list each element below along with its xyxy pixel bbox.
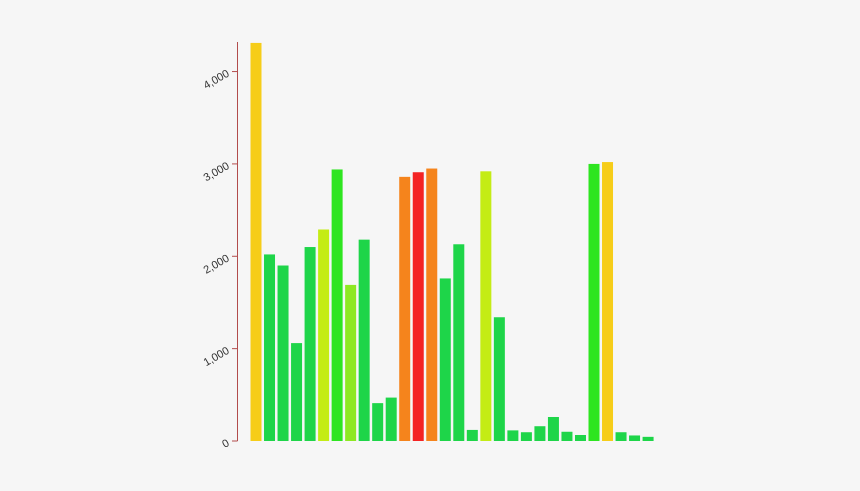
bar[interactable] — [399, 176, 411, 441]
bar[interactable] — [547, 416, 559, 441]
bar[interactable] — [250, 42, 262, 442]
bar[interactable] — [264, 254, 276, 441]
bar[interactable] — [574, 435, 586, 441]
bar[interactable] — [534, 426, 546, 441]
bar[interactable] — [372, 403, 384, 441]
bars — [250, 42, 654, 442]
y-axis-ticks: 0 1,000 2,000 3,000 4,000 — [202, 68, 238, 451]
bar[interactable] — [480, 171, 492, 441]
bar[interactable] — [358, 239, 370, 441]
bar[interactable] — [466, 429, 478, 441]
bar[interactable] — [642, 436, 654, 441]
bar[interactable] — [345, 284, 357, 441]
bar[interactable] — [304, 247, 316, 441]
bar[interactable] — [385, 397, 397, 441]
y-tick-label: 0 — [220, 437, 231, 450]
bar[interactable] — [493, 317, 505, 441]
bar[interactable] — [520, 432, 532, 441]
bar[interactable] — [439, 278, 451, 441]
bar[interactable] — [331, 169, 343, 441]
y-tick-label: 4,000 — [202, 68, 232, 92]
bar[interactable] — [588, 163, 600, 442]
bar[interactable] — [561, 431, 573, 441]
bar[interactable] — [602, 162, 614, 441]
y-tick-label: 2,000 — [202, 252, 232, 276]
bar[interactable] — [318, 229, 330, 441]
bar[interactable] — [426, 168, 438, 441]
bar[interactable] — [615, 432, 627, 441]
y-tick-label: 1,000 — [202, 345, 232, 369]
bar[interactable] — [453, 244, 465, 441]
bar[interactable] — [291, 343, 303, 441]
y-tick-label: 3,000 — [202, 160, 232, 184]
bar[interactable] — [629, 435, 641, 441]
bar[interactable] — [507, 430, 519, 441]
bar[interactable] — [277, 265, 289, 441]
bar[interactable] — [412, 172, 424, 442]
